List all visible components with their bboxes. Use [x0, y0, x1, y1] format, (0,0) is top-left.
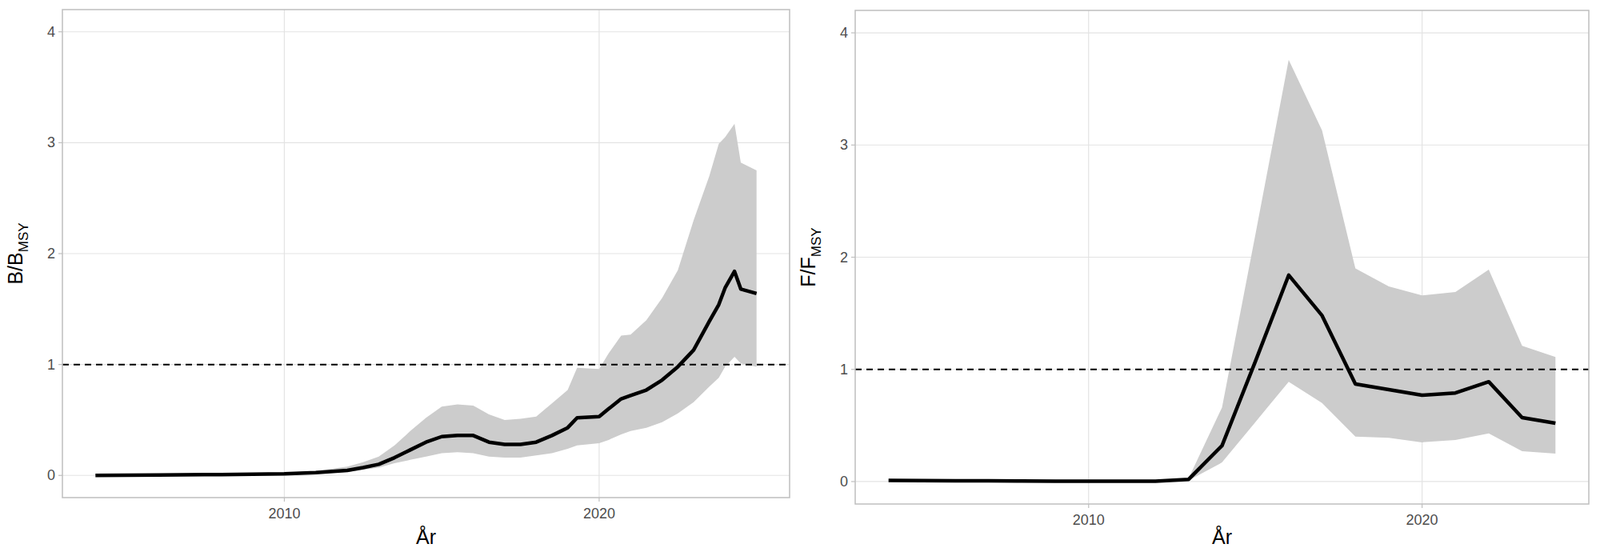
data-layer: [855, 60, 1589, 482]
estimate-line: [95, 271, 756, 476]
grid-line: [62, 252, 790, 254]
tick-label: 2020: [1406, 512, 1439, 528]
figure: 0123420102020ÅrB/BMSY0123420102020ÅrF/FM…: [0, 0, 1600, 560]
y-axis-title-subscript: MSY: [808, 227, 824, 257]
grid-line: [855, 144, 1589, 146]
tick-label: 4: [47, 24, 56, 40]
grid-line: [855, 32, 1589, 33]
grid-line: [1088, 10, 1089, 504]
tick-label: 3: [840, 136, 848, 153]
y-axis-title: F/FMSY: [796, 227, 824, 287]
tick-mark: [851, 32, 856, 33]
confidence-band: [95, 124, 756, 476]
tick-mark: [851, 480, 856, 482]
estimate-line: [888, 275, 1556, 482]
tick-mark: [851, 256, 856, 258]
y-axis-title-main: B/B: [4, 252, 27, 284]
y-axis-title: B/BMSY: [4, 222, 32, 284]
tick-label: 2010: [268, 505, 300, 522]
plot-background: [855, 10, 1589, 504]
tick-mark: [598, 497, 600, 502]
tick-mark: [58, 31, 63, 32]
tick-mark: [58, 142, 63, 144]
tick-label: 3: [47, 134, 56, 151]
data-layer: [62, 124, 790, 476]
tick-label: 4: [840, 24, 848, 41]
tick-mark: [1088, 504, 1089, 508]
tick-mark: [1421, 504, 1423, 508]
x-axis-title: År: [1212, 524, 1232, 548]
tick-label: 2: [47, 245, 56, 262]
grid-line: [62, 364, 790, 365]
tick-mark: [851, 144, 856, 146]
tick-label: 2020: [583, 505, 616, 522]
grid-line: [284, 9, 285, 498]
panel: 0 1 2 3 4 2010 2020 År B/BMSY: [4, 9, 790, 548]
grid-line: [62, 31, 790, 32]
tick-mark: [58, 475, 63, 476]
confidence-band: [888, 60, 1556, 482]
tick-mark: [58, 252, 63, 254]
tick-label: 1: [840, 361, 848, 378]
tick-label: 0: [840, 473, 848, 490]
panel: 0 1 2 3 4 2010 2020 År F/FMSY: [796, 10, 1589, 548]
tick-label: 2: [840, 249, 848, 266]
tick-label: 1: [47, 356, 56, 373]
x-axis-title: År: [416, 524, 436, 548]
tick-mark: [58, 364, 63, 365]
grid-line: [855, 256, 1589, 258]
grid-line: [62, 142, 790, 144]
plot-frame: [62, 9, 790, 498]
y-axis-title-main: F/F: [796, 256, 820, 288]
y-axis-title-subscript: MSY: [16, 222, 32, 252]
tick-mark: [284, 497, 285, 502]
plot-background: [62, 9, 790, 498]
plot-frame: [855, 10, 1589, 504]
tick-label: 2010: [1072, 512, 1105, 528]
reference-line: [855, 368, 1589, 371]
tick-mark: [851, 368, 856, 370]
tick-label: 0: [47, 467, 56, 484]
reference-line: [62, 364, 790, 366]
